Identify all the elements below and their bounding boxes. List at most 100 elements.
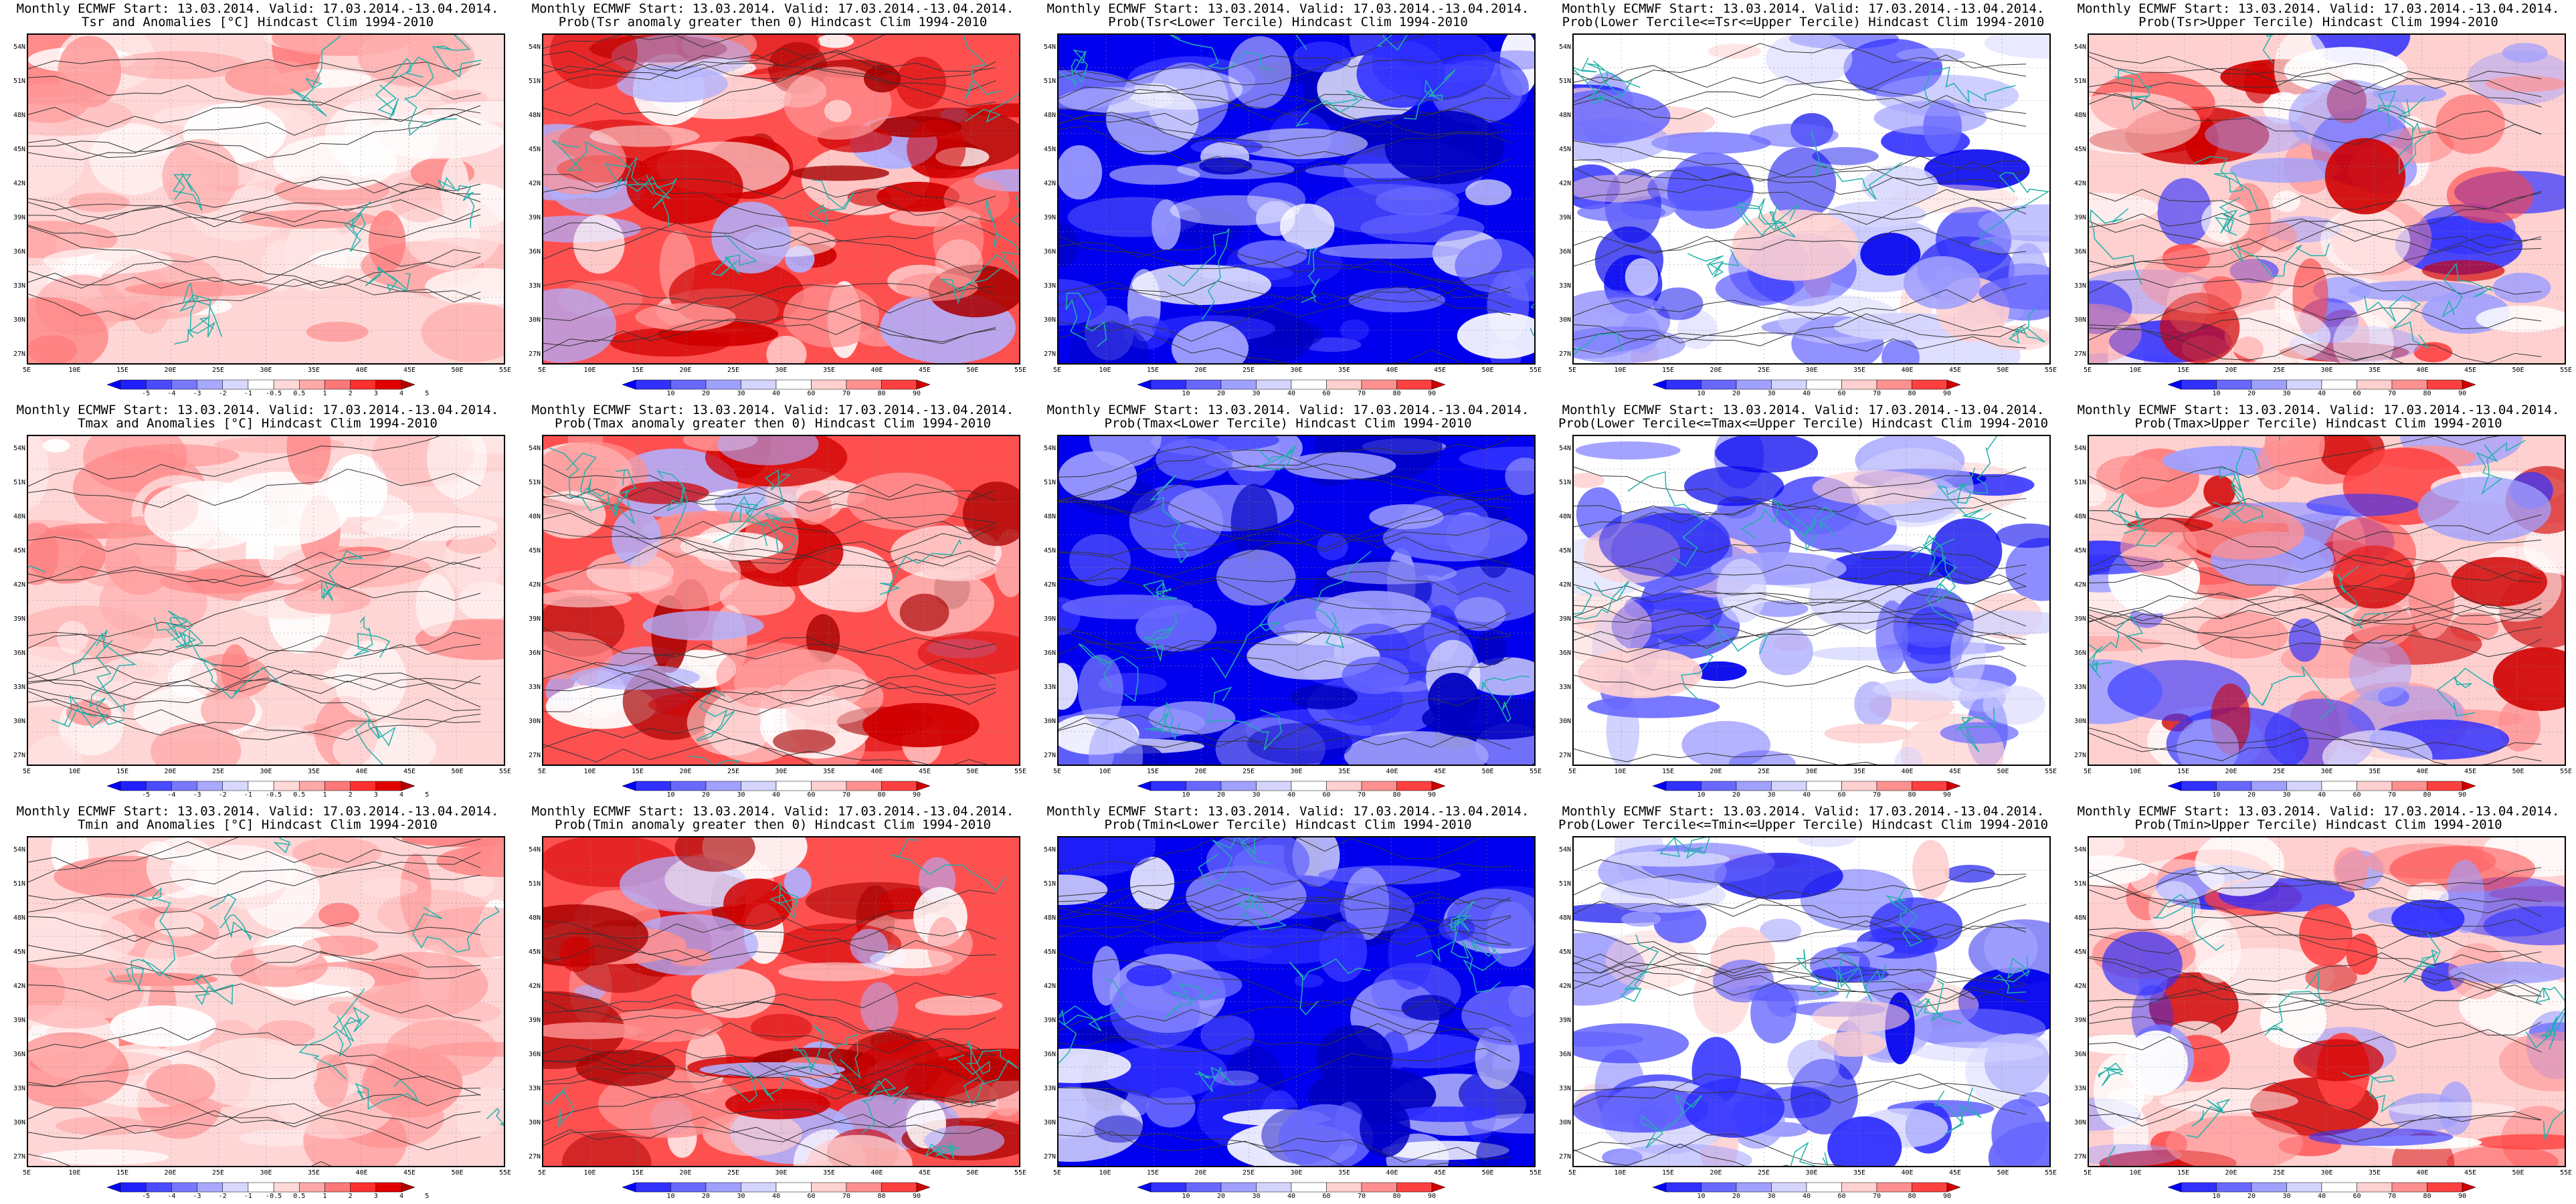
lat-tick-label: 39N: [1558, 214, 1571, 221]
colorbar-swatch: [881, 379, 917, 390]
field-patch: [1105, 83, 1199, 155]
coastline: [412, 906, 500, 953]
lat-tick-label: 54N: [13, 43, 25, 51]
colorbar-label: 40: [1287, 1193, 1296, 1200]
lon-tick-label: 25E: [2272, 1169, 2286, 1177]
map-panel: Monthly ECMWF Start: 13.03.2014. Valid: …: [1030, 0, 1546, 401]
colorbar-label: 10: [1697, 1193, 1706, 1200]
coastline: [2403, 933, 2441, 983]
field-patch: [403, 195, 502, 271]
lon-tick-label: 5E: [1052, 1169, 1062, 1177]
field-patch: [328, 1001, 357, 1015]
colorbar-label: 30: [1252, 1193, 1261, 1200]
field-patch: [261, 239, 298, 292]
contour-line: [543, 982, 996, 1012]
field-patch: [28, 912, 136, 968]
lat-tick-label: 33N: [528, 1085, 541, 1092]
lat-tick-label: 51N: [528, 479, 541, 486]
lat-tick-label: 45N: [528, 547, 541, 555]
field-patch: [1577, 647, 1703, 698]
map-area: [1572, 33, 2051, 365]
colorbar-swatch: [1150, 781, 1186, 791]
field-patch: [994, 528, 1019, 597]
lon-tick-label: 40E: [355, 1169, 368, 1177]
contour-line: [28, 249, 481, 320]
field-patch: [723, 878, 792, 930]
lat-tick-label: 33N: [2074, 684, 2086, 691]
coastline: [1403, 69, 1456, 120]
field-patch: [2089, 303, 2142, 363]
lon-tick-label: 20E: [2225, 367, 2237, 374]
field-patch: [292, 837, 382, 869]
colorbar-labels: 10 20 30 40 60 70 80 90: [2168, 390, 2476, 399]
colorbar-swatch: [1771, 781, 1807, 791]
coastline: [2097, 1062, 2124, 1086]
field-patch: [349, 952, 488, 1019]
colorbar-swatch: [145, 379, 172, 390]
field-patch: [2421, 260, 2505, 282]
colorbar-swatch: [375, 781, 402, 791]
lon-tick-label: 25E: [2272, 768, 2286, 775]
panel-title-line2: Tsr and Anomalies [°C] Hindcast Clim 199…: [81, 15, 434, 29]
lon-tick-label: 10E: [68, 367, 81, 374]
lon-tick-label: 40E: [1386, 367, 1398, 374]
field-patch: [110, 1005, 216, 1047]
contour-line: [2089, 985, 2542, 1016]
field-patch: [1230, 484, 1278, 563]
lon-tick-label: 35E: [2368, 367, 2381, 374]
coastline: [109, 959, 171, 992]
map-area: [2088, 435, 2566, 766]
colorbar-label: 70: [2387, 791, 2397, 799]
colorbar-label: 90: [2458, 1193, 2467, 1200]
coastline: [1956, 436, 1998, 504]
colorbar-label: 1: [323, 1193, 327, 1200]
contour-line: [1574, 656, 2027, 691]
panel-title-line1: Monthly ECMWF Start: 13.03.2014. Valid: …: [531, 403, 1014, 417]
coastline: [697, 689, 735, 742]
colorbar-swatch: [248, 781, 274, 791]
coastline: [924, 1142, 959, 1160]
colorbar-swatch: [916, 1182, 931, 1193]
lon-tick-label: 55E: [2559, 1169, 2573, 1177]
contour-line: [28, 666, 481, 700]
contour-line: [1059, 55, 1511, 83]
lat-tick-label: 54N: [528, 445, 541, 452]
contour-line: [543, 931, 996, 963]
contour-line: [543, 280, 996, 309]
colorbar-label: 0.5: [293, 791, 306, 799]
lon-tick-label: 30E: [2320, 1169, 2333, 1177]
colorbar-swatch: [325, 1182, 351, 1193]
contour-line: [2089, 52, 2542, 91]
field-patch: [1131, 264, 1272, 306]
field-patch: [1465, 179, 1511, 206]
colorbar-label: 10: [1697, 791, 1706, 799]
lat-tick-label: 42N: [1558, 180, 1571, 187]
field-patch: [642, 611, 764, 641]
field-patch: [2324, 517, 2417, 589]
lat-tick-label: 48N: [528, 513, 541, 520]
field-patch: [1152, 199, 1181, 251]
coastline: [1010, 195, 1019, 226]
lat-tick-label: 45N: [1043, 547, 1056, 555]
field-patch: [1683, 1078, 1785, 1138]
contour-line: [1059, 501, 1511, 566]
colorbar: [622, 781, 931, 791]
lon-tick-label: 30E: [775, 367, 788, 374]
lat-tick-label: 30N: [2074, 316, 2086, 324]
field-patch: [2243, 61, 2274, 104]
lat-tick-label: 54N: [1043, 445, 1056, 452]
panel-title-line1: Monthly ECMWF Start: 13.03.2014. Valid: …: [531, 804, 1014, 819]
lon-tick-label: 45E: [918, 768, 931, 775]
lat-tick-label: 36N: [13, 1051, 25, 1058]
lat-tick-label: 51N: [1558, 78, 1571, 85]
contour-line: [1059, 505, 1511, 578]
contour-line: [543, 486, 996, 510]
colorbar-swatch: [1771, 1182, 1807, 1193]
colorbar-label: 60: [807, 1193, 816, 1200]
colorbar-label: -3: [193, 1193, 201, 1200]
colorbar-swatch: [145, 1182, 172, 1193]
colorbar-label: 10: [2212, 1193, 2221, 1200]
contour-line: [28, 691, 481, 740]
contour-line: [28, 837, 481, 883]
field-patch: [294, 558, 353, 579]
